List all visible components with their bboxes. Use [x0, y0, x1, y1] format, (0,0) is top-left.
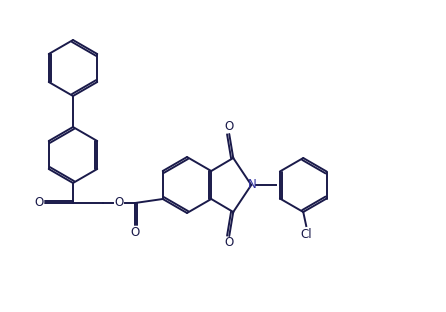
- Text: O: O: [130, 226, 140, 238]
- Text: O: O: [225, 236, 234, 250]
- Text: O: O: [114, 197, 124, 209]
- Text: N: N: [248, 178, 256, 192]
- Text: O: O: [225, 120, 234, 134]
- Text: Cl: Cl: [301, 227, 312, 241]
- Text: O: O: [34, 197, 44, 209]
